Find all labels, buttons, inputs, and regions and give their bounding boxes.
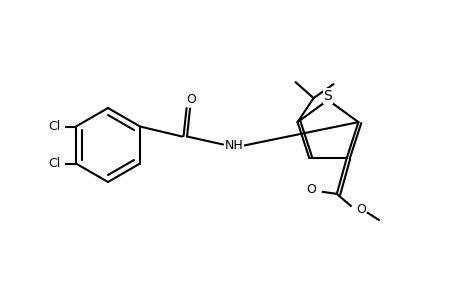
Text: Cl: Cl	[48, 120, 60, 133]
Text: O: O	[305, 183, 315, 196]
Text: S: S	[323, 89, 332, 103]
Text: NH: NH	[224, 139, 243, 152]
Text: O: O	[355, 203, 365, 216]
Text: O: O	[186, 93, 196, 106]
Text: Cl: Cl	[48, 157, 60, 170]
